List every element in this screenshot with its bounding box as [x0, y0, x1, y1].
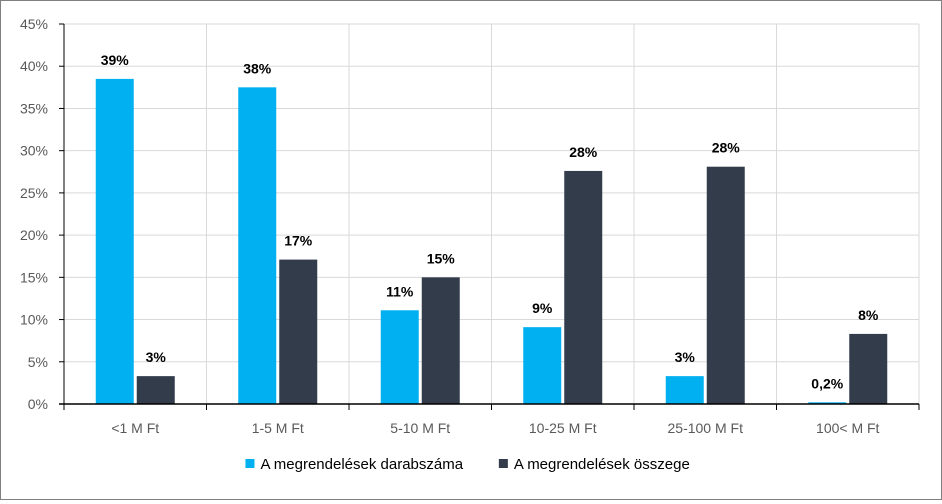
legend-swatch [245, 459, 255, 468]
x-tick-label: 1-5 M Ft [252, 420, 304, 436]
x-tick-label: 100< M Ft [816, 420, 880, 436]
data-label: 0,2% [811, 375, 843, 391]
y-tick-label: 10% [20, 312, 48, 328]
y-tick-label: 40% [20, 58, 48, 74]
legend: A megrendelések darabszáma A megrendelése… [245, 456, 690, 473]
x-tick-label: 10-25 M Ft [529, 420, 597, 436]
y-tick-label: 25% [20, 185, 48, 201]
data-label: 17% [284, 233, 313, 249]
legend-label: A megrendelések darabszáma [260, 456, 463, 473]
data-label: 8% [858, 307, 879, 323]
x-axis-categories: <1 M Ft 1-5 M Ft 5-10 M Ft 10-25 M Ft 25-100… [111, 420, 879, 436]
data-labels: 39% 38% 11% 9% 3% 0,2% 3% 17% 15% 28% 28% 8% [101, 52, 879, 391]
y-tick-label: 45% [20, 16, 48, 32]
data-label: 9% [532, 300, 553, 316]
axes [59, 24, 920, 410]
bar [95, 78, 134, 404]
data-label: 3% [146, 349, 167, 365]
bar [136, 376, 175, 404]
bar [380, 310, 419, 404]
data-label: 39% [101, 52, 130, 68]
data-label: 28% [712, 140, 741, 156]
data-label: 38% [243, 60, 272, 76]
x-tick-label: 5-10 M Ft [390, 420, 450, 436]
data-label: 3% [675, 349, 696, 365]
y-tick-label: 5% [28, 354, 48, 370]
bar [706, 166, 745, 404]
y-tick-label: 35% [20, 100, 48, 116]
bar [279, 259, 318, 404]
data-label: 11% [386, 283, 414, 299]
bar [808, 402, 847, 404]
bar [849, 333, 888, 404]
y-axis-ticks: 0% 5% 10% 15% 20% 25% 30% 35% 40% 45% [20, 16, 64, 412]
x-tick-label: <1 M Ft [111, 420, 159, 436]
y-tick-label: 0% [28, 396, 48, 412]
y-tick-label: 20% [20, 227, 48, 243]
x-tick-label: 25-100 M Ft [668, 420, 744, 436]
bars [95, 78, 888, 404]
legend-swatch [498, 459, 508, 468]
bar [665, 376, 704, 404]
bar [421, 277, 460, 404]
y-tick-label: 30% [20, 143, 48, 159]
y-tick-label: 15% [20, 269, 48, 285]
legend-label: A megrendelések összege [514, 456, 690, 473]
data-label: 28% [569, 144, 598, 160]
bar [238, 87, 277, 404]
gridlines [64, 23, 920, 404]
bar [523, 327, 562, 404]
data-label: 15% [427, 250, 456, 266]
bar [564, 170, 603, 404]
